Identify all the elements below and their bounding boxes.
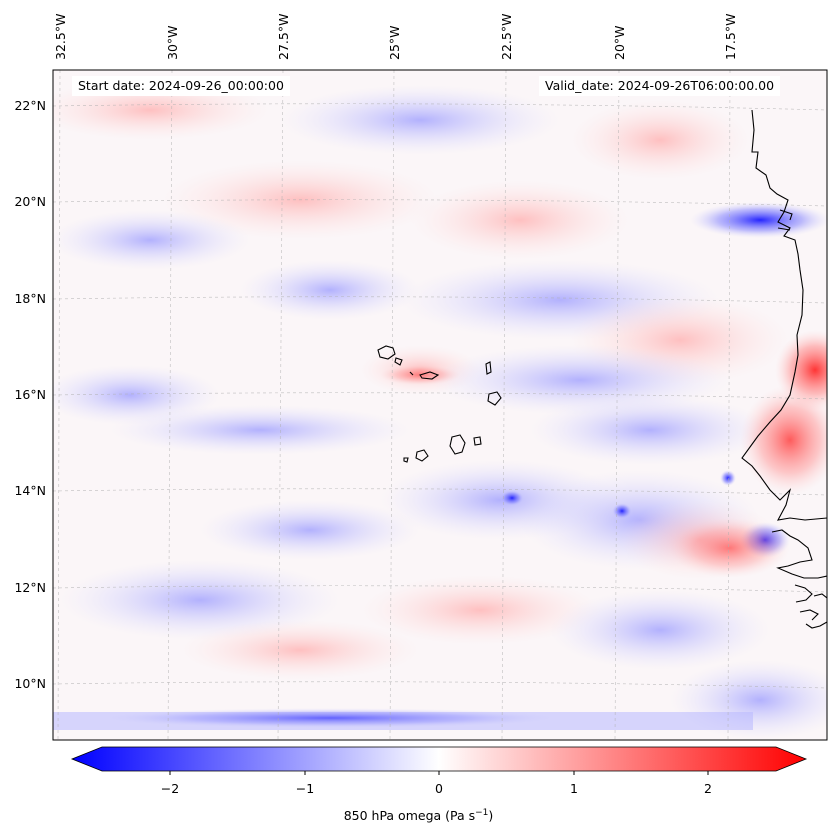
lat-label-16n: 16°N xyxy=(14,387,46,402)
lat-label-22n: 22°N xyxy=(14,98,46,113)
lat-label-14n: 14°N xyxy=(14,483,46,498)
lat-label-10n: 10°N xyxy=(14,676,46,691)
cbar-tick-label: 0 xyxy=(435,781,443,796)
cbar-tick-label: 1 xyxy=(570,781,578,796)
lat-label-20n: 20°N xyxy=(14,194,46,209)
start-date-label: Start date: 2024-09-26_00:00:00 xyxy=(72,76,290,96)
colorbar-title: 850 hPa omega (Pa s−1) xyxy=(343,808,494,824)
coastline-cape-verde xyxy=(377,345,502,463)
lat-label-12n: 12°N xyxy=(14,580,46,595)
valid-date-label: Valid_date: 2024-09-26T06:00:00.00 xyxy=(539,76,781,96)
coastline-africa xyxy=(741,109,827,629)
map-frame xyxy=(52,69,828,741)
cbar-tick-label: 2 xyxy=(704,781,712,796)
cbar-tick-label: −2 xyxy=(160,781,180,796)
lat-label-18n: 18°N xyxy=(14,291,46,306)
colorbar xyxy=(70,746,808,775)
omega-field xyxy=(53,70,827,740)
cbar-tick-label: −1 xyxy=(295,781,315,796)
graticule xyxy=(53,70,827,740)
